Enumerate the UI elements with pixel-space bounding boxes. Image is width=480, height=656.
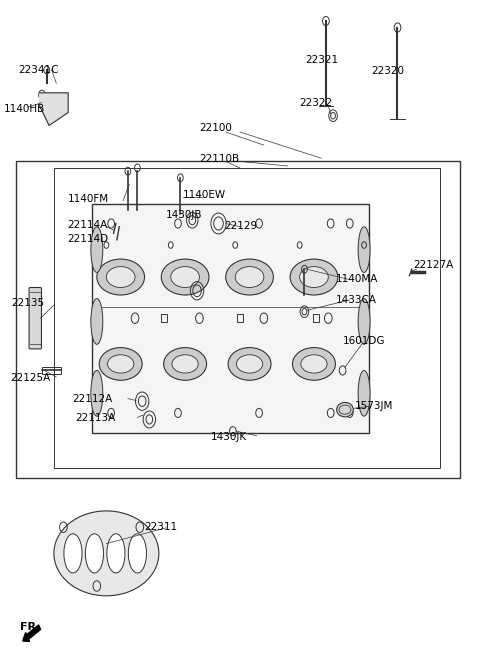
- Ellipse shape: [292, 348, 336, 380]
- Ellipse shape: [171, 266, 199, 287]
- Bar: [237, 314, 243, 322]
- Text: 1140EW: 1140EW: [183, 190, 226, 199]
- Polygon shape: [39, 93, 68, 125]
- Bar: [54, 168, 441, 468]
- Ellipse shape: [300, 266, 328, 287]
- Text: 22113A: 22113A: [75, 413, 116, 423]
- Ellipse shape: [358, 298, 370, 344]
- Text: 22320: 22320: [371, 66, 404, 76]
- Ellipse shape: [85, 534, 104, 573]
- Ellipse shape: [91, 298, 103, 344]
- Ellipse shape: [336, 403, 353, 417]
- Ellipse shape: [235, 266, 264, 287]
- Text: 1430JK: 1430JK: [210, 432, 247, 442]
- Ellipse shape: [97, 259, 144, 295]
- FancyBboxPatch shape: [29, 287, 41, 349]
- FancyBboxPatch shape: [92, 204, 369, 432]
- Text: 22321: 22321: [305, 55, 338, 65]
- Ellipse shape: [107, 266, 135, 287]
- Bar: [313, 314, 319, 322]
- Text: 1430JB: 1430JB: [166, 210, 203, 220]
- FancyArrow shape: [23, 625, 40, 642]
- Ellipse shape: [301, 355, 327, 373]
- Ellipse shape: [161, 259, 209, 295]
- Text: 22311: 22311: [144, 522, 178, 532]
- Ellipse shape: [358, 227, 370, 272]
- Text: 22110B: 22110B: [199, 154, 240, 165]
- Text: 1140MA: 1140MA: [336, 274, 378, 284]
- Ellipse shape: [172, 355, 198, 373]
- Ellipse shape: [54, 511, 159, 596]
- Ellipse shape: [64, 534, 82, 573]
- Text: 1433CA: 1433CA: [336, 295, 376, 305]
- Ellipse shape: [107, 534, 125, 573]
- Text: FR.: FR.: [20, 622, 40, 632]
- Text: 1140FM: 1140FM: [68, 194, 109, 203]
- Ellipse shape: [237, 355, 263, 373]
- Ellipse shape: [358, 371, 370, 416]
- Ellipse shape: [91, 371, 103, 416]
- Ellipse shape: [128, 534, 146, 573]
- Text: 22135: 22135: [11, 298, 44, 308]
- Ellipse shape: [91, 227, 103, 272]
- Bar: [42, 367, 61, 375]
- Bar: [16, 161, 459, 478]
- Ellipse shape: [290, 259, 338, 295]
- Text: 22100: 22100: [199, 123, 232, 133]
- Text: 1140HB: 1140HB: [4, 104, 45, 113]
- Text: 22127A: 22127A: [413, 260, 453, 270]
- Text: 22114A: 22114A: [67, 220, 108, 230]
- Ellipse shape: [226, 259, 274, 295]
- Text: 22114D: 22114D: [67, 234, 108, 243]
- Text: 22125A: 22125A: [10, 373, 50, 382]
- Ellipse shape: [108, 355, 134, 373]
- Text: 1573JM: 1573JM: [355, 401, 393, 411]
- Text: 22341C: 22341C: [18, 65, 59, 75]
- Bar: [161, 314, 167, 322]
- Text: 22112A: 22112A: [72, 394, 112, 403]
- Text: 22129: 22129: [224, 221, 257, 231]
- Ellipse shape: [228, 348, 271, 380]
- Text: 1601DG: 1601DG: [343, 336, 385, 346]
- Ellipse shape: [164, 348, 206, 380]
- Ellipse shape: [99, 348, 142, 380]
- Text: 22322: 22322: [300, 98, 333, 108]
